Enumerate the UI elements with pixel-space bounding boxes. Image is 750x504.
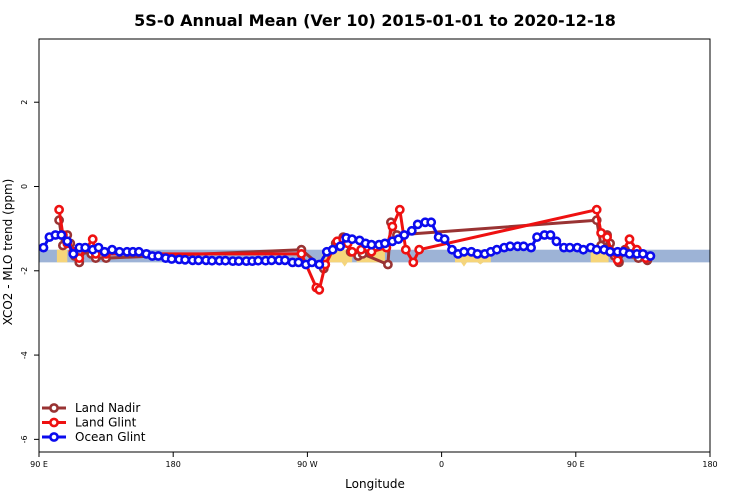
point-ocean-glint-52 (379, 238, 390, 249)
point-ocean-glint-73 (518, 241, 529, 252)
point-ocean-glint-7 (80, 242, 91, 253)
point-ocean-glint-80 (564, 242, 575, 253)
point-ocean-glint-56 (406, 225, 417, 236)
land-band-spike-3 (460, 262, 467, 267)
point-land-glint-5 (87, 234, 98, 245)
point-ocean-glint-4 (62, 236, 73, 247)
point-ocean-glint-47 (347, 234, 357, 245)
point-land-glint-16 (356, 244, 366, 255)
plot-frame (38, 38, 711, 453)
point-land-glint-20 (394, 204, 405, 215)
point-ocean-glint-37 (280, 255, 290, 266)
point-ocean-glint-74 (526, 242, 536, 253)
y-tick-label-1: 0 (20, 184, 29, 189)
x-tick-label-0: 90 E (30, 460, 48, 469)
y-axis-label: XCO2 - MLO trend (ppm) (1, 179, 15, 326)
land-band-segment-0 (56, 249, 68, 263)
plot-area: 90 E 180 90 W 0 90 E 180 2 0 -2 -4 -6 (20, 38, 718, 469)
point-land-glint-15 (347, 246, 357, 257)
legend-label-land-nadir: Land Nadir (75, 401, 140, 415)
point-ocean-glint-24 (193, 255, 204, 266)
point-land-glint-21 (400, 244, 411, 255)
x-tick-label-4: 90 E (567, 460, 585, 469)
land-band-spike-5 (590, 260, 597, 263)
point-land-glint-22 (408, 257, 419, 268)
point-land-glint-0 (54, 204, 64, 215)
point-ocean-glint-77 (545, 230, 556, 240)
y-tick-label-2: -2 (20, 267, 29, 275)
y-tick-label-3: -4 (20, 351, 29, 359)
point-ocean-glint-42 (314, 259, 325, 270)
point-land-glint-10 (314, 284, 325, 295)
x-axis-label: Longitude (345, 477, 405, 491)
point-ocean-glint-0 (38, 242, 49, 253)
point-land-glint-24 (591, 204, 602, 215)
chart-title: 5S-0 Annual Mean (Ver 10) 2015-01-01 to … (134, 11, 616, 30)
point-ocean-glint-15 (133, 246, 144, 257)
point-ocean-glint-78 (551, 236, 562, 247)
legend-marker-land-glint (49, 417, 59, 428)
point-ocean-glint-75 (532, 232, 542, 242)
point-land-glint-8 (296, 248, 307, 259)
point-ocean-glint-22 (180, 254, 190, 265)
point-land-glint-29 (624, 234, 635, 245)
legend-marker-ocean-glint (49, 432, 59, 442)
point-land-glint-28 (612, 255, 623, 266)
point-ocean-glint-50 (366, 239, 377, 250)
point-ocean-glint-44 (327, 244, 338, 255)
legend-label-land-glint: Land Glint (75, 416, 137, 430)
point-ocean-glint-30 (233, 256, 244, 266)
point-ocean-glint-86 (605, 246, 615, 257)
y-tick-label-0: 2 (20, 100, 29, 105)
point-ocean-glint-10 (99, 246, 110, 257)
point-ocean-glint-55 (399, 230, 410, 240)
point-ocean-glint-3 (56, 230, 67, 240)
point-land-glint-26 (602, 232, 612, 242)
x-tick-label-1: 180 (166, 460, 181, 469)
x-tick-label-5: 180 (702, 460, 717, 469)
point-ocean-glint-45 (335, 241, 346, 252)
point-ocean-glint-91 (638, 248, 648, 259)
point-ocean-glint-59 (426, 217, 437, 228)
point-ocean-glint-35 (266, 255, 277, 266)
point-land-glint-23 (414, 244, 425, 255)
point-ocean-glint-92 (645, 251, 656, 261)
point-land-glint-19 (387, 221, 398, 232)
land-band-spike-2 (341, 262, 348, 267)
point-ocean-glint-61 (439, 234, 450, 245)
point-ocean-glint-57 (412, 219, 423, 230)
legend-marker-land-nadir (49, 403, 59, 413)
legend-label-ocean-glint: Ocean Glint (75, 430, 146, 444)
point-ocean-glint-5 (68, 248, 79, 259)
x-tick-label-2: 90 W (297, 460, 318, 469)
point-ocean-glint-12 (114, 246, 125, 257)
point-land-nadir-17 (382, 259, 393, 270)
point-ocean-glint-20 (166, 254, 177, 264)
x-tick-label-3: 0 (439, 460, 444, 469)
land-band-spike-4 (477, 262, 484, 265)
y-tick-label-4: -6 (20, 435, 29, 443)
